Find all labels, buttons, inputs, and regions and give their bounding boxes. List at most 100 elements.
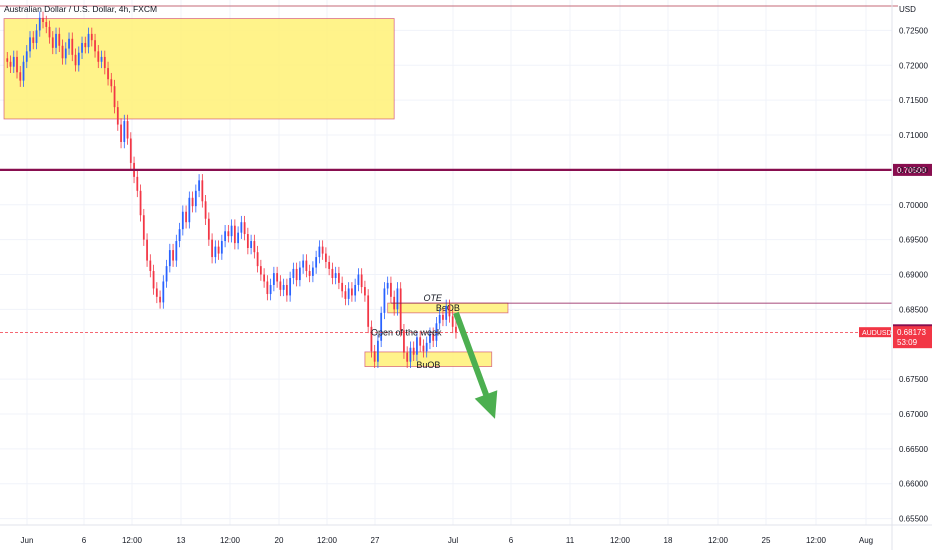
- candle-body: [416, 337, 418, 355]
- candle-body: [308, 271, 311, 276]
- key-level-label: 0.70500: [897, 166, 926, 175]
- candle-body: [35, 30, 38, 43]
- candle-body: [129, 138, 132, 163]
- candle-body: [100, 56, 103, 62]
- symbol-label-bg: [859, 327, 891, 338]
- candle-body: [429, 333, 431, 343]
- candle-body: [305, 260, 308, 272]
- candles: [6, 11, 457, 368]
- candle-body: [162, 281, 165, 303]
- candle-body: [152, 271, 155, 289]
- candle-body: [136, 176, 139, 191]
- countdown-label: 53:09: [897, 338, 918, 347]
- y-tick-label: 0.70500: [899, 166, 928, 175]
- candle-body: [198, 180, 200, 191]
- candle-body: [227, 231, 230, 237]
- candle-body: [146, 239, 148, 261]
- candle-body: [266, 281, 269, 295]
- candle-body: [9, 61, 12, 67]
- zone-label-BuOB: BuOB: [416, 360, 440, 370]
- candle-body: [48, 26, 51, 38]
- candle-body: [243, 222, 246, 235]
- x-tick-label: 11: [566, 536, 575, 545]
- key-level-label-bg: [893, 163, 932, 176]
- zone-supply-zone-top: [3, 18, 395, 120]
- candle-body: [357, 274, 360, 285]
- candle-body: [341, 282, 344, 292]
- candle-body: [224, 231, 226, 242]
- price-axis[interactable]: 0.72500 0.72000 0.71500 0.71000 0.70500 0.700…: [891, 0, 928, 550]
- candle-body: [364, 287, 366, 296]
- x-tick-label: Jun: [21, 536, 34, 545]
- x-tick-label: 25: [762, 536, 771, 545]
- candle-body: [71, 38, 74, 55]
- candle-body: [237, 232, 239, 244]
- y-tick-label: 0.69000: [899, 271, 928, 280]
- x-tick-label: 12:00: [610, 536, 631, 545]
- candle-body: [103, 56, 106, 69]
- candle-body: [61, 45, 64, 59]
- candle-body: [204, 201, 207, 219]
- candle-body: [81, 42, 83, 53]
- candle-body: [289, 277, 292, 296]
- candle-body: [250, 241, 253, 249]
- candle-body: [165, 266, 168, 282]
- candle-body: [214, 246, 217, 258]
- candle-body: [438, 314, 441, 324]
- candle-body: [159, 296, 161, 303]
- candle-body: [19, 72, 22, 81]
- candle-body: [126, 121, 129, 139]
- x-tick-label: Aug: [859, 536, 873, 545]
- candle-body: [295, 268, 298, 281]
- y-tick-label: 0.72000: [899, 61, 928, 70]
- candle-body: [263, 274, 266, 282]
- candle-body: [74, 54, 77, 66]
- candle-body: [380, 312, 383, 341]
- currency-label: USD: [899, 5, 916, 14]
- candle-body: [396, 288, 399, 310]
- candle-body: [409, 347, 412, 362]
- candle-body: [155, 288, 158, 297]
- current-price-label-bg: [893, 326, 932, 349]
- candle-body: [377, 340, 379, 362]
- candle-body: [178, 229, 181, 242]
- y-tick-label: 0.71000: [899, 131, 928, 140]
- y-tick-label: 0.67000: [899, 410, 928, 419]
- candle-body: [246, 234, 249, 249]
- candle-body: [185, 211, 187, 223]
- candle-body: [445, 305, 448, 320]
- candle-body: [29, 37, 31, 52]
- candle-body: [201, 180, 204, 202]
- candle-body: [38, 17, 41, 31]
- candle-body: [455, 326, 457, 333]
- candle-body: [390, 282, 392, 297]
- candle-body: [253, 241, 256, 253]
- candle-body: [68, 38, 70, 49]
- time-axis[interactable]: Jun 6 12:00 13 12:00 20 12:00 27 Jul 6 11 12:00 18 12…: [0, 524, 932, 545]
- candle-body: [276, 273, 279, 282]
- zones: BeOB BuOB: [3, 18, 509, 370]
- candle-body: [51, 37, 54, 48]
- candle-body: [321, 246, 324, 254]
- candle-body: [55, 33, 57, 48]
- projection-arrow: [453, 311, 498, 419]
- candle-body: [351, 288, 353, 296]
- x-tick-label: 12:00: [317, 536, 338, 545]
- candle-body: [240, 222, 243, 233]
- candle-body: [191, 197, 194, 207]
- candle-body: [230, 225, 233, 237]
- candle-body: [139, 190, 142, 216]
- candle-body: [425, 342, 428, 352]
- zone-label-BeOB: BeOB: [436, 303, 460, 313]
- candle-body: [233, 225, 236, 244]
- candle-body: [292, 268, 295, 278]
- candle-body: [12, 56, 15, 67]
- candle-body: [432, 333, 435, 341]
- y-tick-label: 0.66500: [899, 445, 928, 454]
- candle-body: [97, 51, 100, 62]
- chart-title: Australian Dollar / U.S. Dollar, 4h, FXC…: [4, 4, 157, 14]
- candle-body: [344, 291, 347, 299]
- candle-body: [42, 17, 44, 23]
